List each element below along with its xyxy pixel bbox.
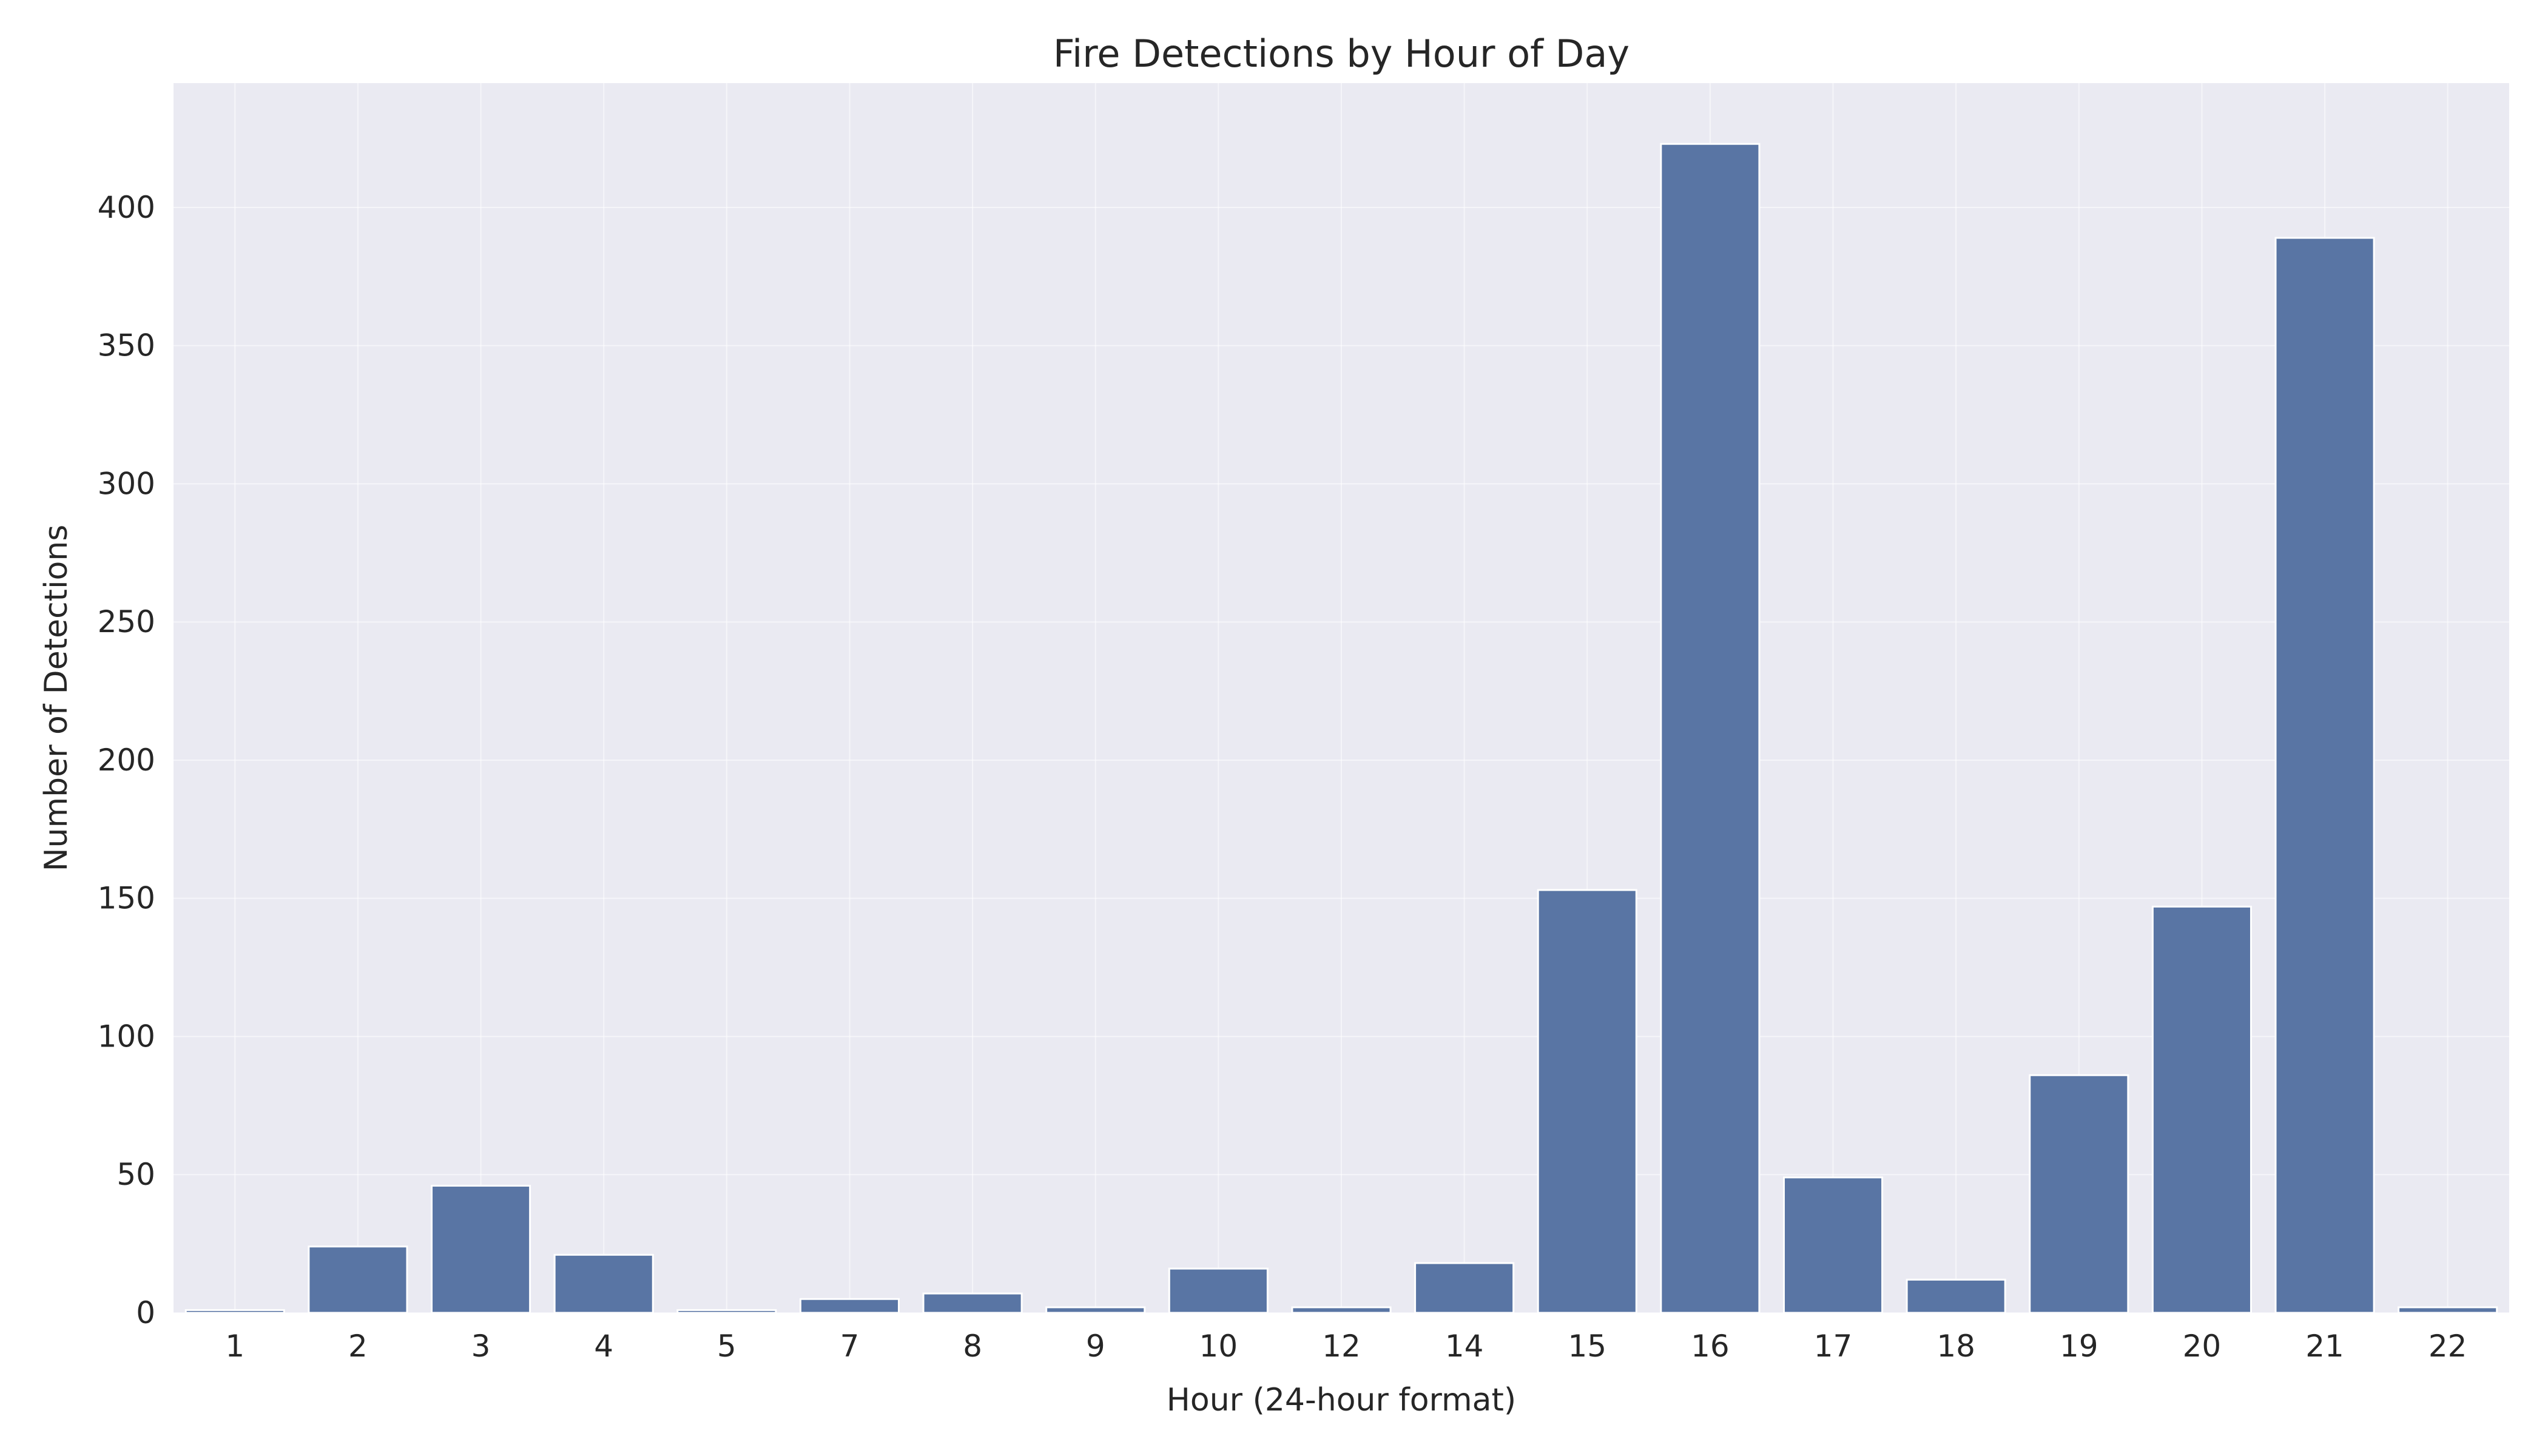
x-axis-label: Hour (24-hour format) [1167,1382,1516,1418]
bar-hour-21 [2274,237,2375,1314]
bar-hour-18 [1906,1278,2006,1314]
y-tick-label: 200 [98,743,155,778]
x-tick-label: 17 [1814,1329,1853,1364]
x-tick-label: 14 [1445,1329,1484,1364]
bar-hour-17 [1782,1176,1884,1314]
bar-hour-2 [308,1245,408,1314]
y-tick-label: 300 [98,466,155,501]
y-tick-label: 150 [98,881,155,916]
y-tick-label: 400 [98,190,155,225]
bar-hour-22 [2398,1306,2498,1314]
y-axis-label: Number of Detections [38,525,75,872]
x-tick-label: 20 [2183,1329,2222,1364]
bar-hour-7 [799,1298,900,1314]
x-tick-label: 19 [2060,1329,2098,1364]
bar-hour-14 [1414,1262,1515,1314]
x-tick-label: 21 [2305,1329,2344,1364]
chart-title: Fire Detections by Hour of Day [1053,32,1630,76]
bar-hour-5 [676,1309,777,1314]
x-tick-label: 8 [963,1329,982,1364]
x-tick-label: 16 [1691,1329,1730,1364]
bar-hour-3 [431,1184,531,1314]
bar-hour-16 [1660,143,1761,1314]
bar-hour-9 [1045,1306,1146,1314]
y-tick-label: 350 [98,328,155,363]
bar-hour-10 [1168,1267,1269,1314]
bar-hour-20 [2151,905,2252,1314]
x-tick-label: 9 [1086,1329,1105,1364]
y-tick-labels: 0 50 100 150 200 250 300 350 400 [98,190,155,1330]
x-tick-label: 2 [348,1329,368,1364]
bar-hour-8 [922,1292,1023,1314]
x-tick-labels: 1 2 3 4 5 7 8 9 10 12 14 15 16 17 18 19 20 21 22 [225,1329,2467,1364]
y-tick-label: 100 [98,1019,155,1054]
bar-hour-15 [1537,889,1637,1314]
y-tick-label: 0 [136,1295,155,1330]
x-tick-label: 5 [717,1329,736,1364]
x-tick-label: 15 [1568,1329,1606,1364]
bar-hour-4 [553,1253,654,1314]
x-tick-label: 4 [594,1329,613,1364]
x-tick-label: 10 [1199,1329,1238,1364]
bar-hour-19 [2029,1074,2129,1314]
x-tick-label: 3 [471,1329,491,1364]
y-tick-label: 50 [116,1157,155,1192]
x-tick-label: 18 [1936,1329,1975,1364]
y-tick-label: 250 [98,604,155,639]
bar-hour-12 [1291,1306,1392,1314]
x-tick-label: 1 [225,1329,244,1364]
x-tick-label: 7 [840,1329,860,1364]
x-tick-label: 22 [2428,1329,2467,1364]
bars [184,143,2498,1314]
bar-hour-1 [184,1309,285,1314]
x-tick-label: 12 [1322,1329,1361,1364]
